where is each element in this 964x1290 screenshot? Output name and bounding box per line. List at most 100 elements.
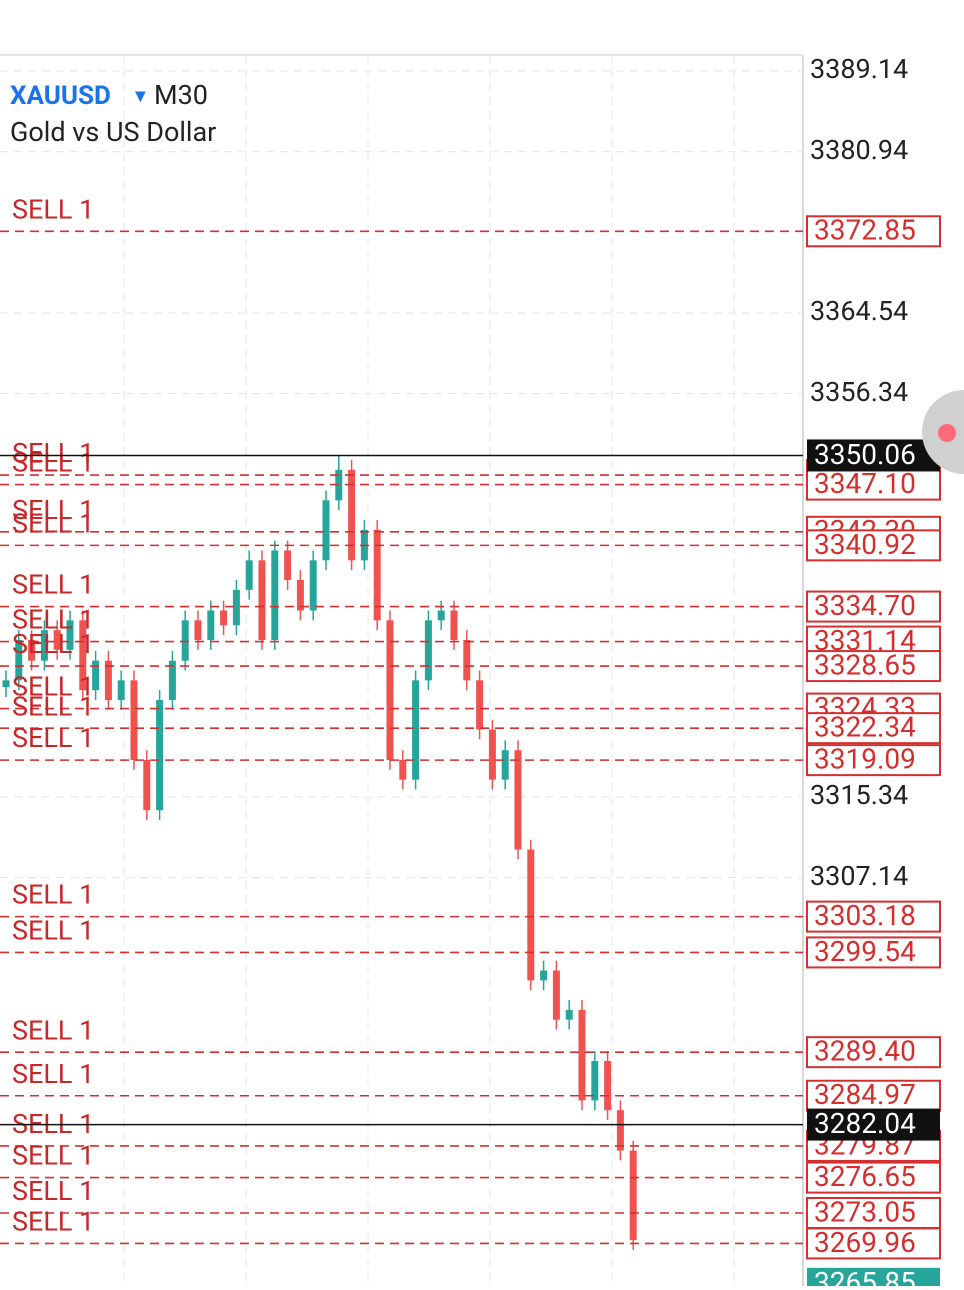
candle-body [130, 680, 138, 761]
y-tick-label: 3364.54 [810, 295, 908, 327]
candle-body [527, 849, 535, 981]
candle-body [284, 550, 292, 580]
candle-body [271, 550, 279, 641]
dropdown-arrow[interactable]: ▼ [135, 89, 146, 105]
order-price-label: 3289.40 [814, 1035, 916, 1068]
candle-body [156, 700, 164, 811]
order-price-box [806, 744, 941, 777]
candle-body [412, 680, 420, 780]
candle-body [450, 610, 458, 641]
side-button-dot [938, 424, 956, 442]
price-box [807, 1267, 940, 1290]
order-label: SELL 1 [12, 604, 94, 636]
candle-body [40, 630, 48, 661]
order-label: SELL 1 [12, 879, 94, 911]
description: Gold vs US Dollar [10, 116, 216, 148]
order-price-box [806, 590, 941, 623]
order-price-label: 3340.92 [814, 528, 916, 561]
order-price-box [806, 936, 941, 969]
candle-body [168, 660, 176, 701]
candle-body [117, 680, 125, 701]
vertical-grid [123, 55, 735, 1286]
order-price-box [806, 468, 941, 501]
candle-body [348, 469, 356, 561]
order-price-label: 3322.34 [814, 711, 916, 744]
order-label: SELL 1 [12, 494, 94, 526]
candle-body [604, 1061, 612, 1111]
order-price-box [806, 900, 941, 933]
timeframe[interactable]: M30 [154, 79, 208, 111]
y-tick-label: 3307.14 [810, 860, 908, 892]
candle-body [245, 560, 253, 590]
candles [2, 455, 637, 1250]
candle-body [565, 1009, 573, 1020]
order-label: SELL 1 [12, 507, 94, 539]
price-box [807, 439, 940, 472]
candle-body [488, 729, 496, 780]
order-label: SELL 1 [12, 671, 94, 703]
candle-body [629, 1150, 637, 1241]
order-price-label: 3328.65 [814, 648, 916, 681]
candle-body [296, 579, 304, 611]
order-price-label: 3347.10 [814, 467, 916, 500]
candle-body [437, 610, 445, 621]
order-price-label: 3269.96 [814, 1226, 916, 1259]
candle-body [616, 1110, 624, 1151]
candle-body [322, 500, 330, 561]
candle-body [463, 640, 471, 681]
order-price-label: 3334.70 [814, 589, 916, 622]
y-tick-label: 3356.34 [810, 376, 908, 408]
price-label: 3282.04 [814, 1107, 916, 1140]
candle-body [79, 620, 87, 691]
candle-body [258, 560, 266, 641]
order-label: SELL 1 [12, 628, 94, 660]
candle-body [220, 610, 228, 626]
order-price-box [806, 529, 941, 562]
order-price-label: 3299.54 [814, 935, 916, 968]
candle-body [232, 589, 240, 626]
order-label: SELL 1 [12, 193, 94, 225]
price-axis: 3389.14 3380.94 3364.54 3356.34 3315.34 3307.… [806, 53, 941, 1290]
order-price-box [806, 1036, 941, 1069]
candle-body [309, 560, 317, 611]
order-price-label: 3273.05 [814, 1195, 916, 1228]
order-price-label: 3303.18 [814, 899, 916, 932]
order-label: SELL 1 [12, 1058, 94, 1090]
candle-body [540, 970, 548, 981]
candle-body [28, 640, 36, 661]
candle-body [2, 680, 10, 688]
candle-body [552, 970, 560, 1020]
order-price-label: 3319.09 [814, 743, 916, 776]
candle-body [476, 680, 484, 730]
candle-body [15, 640, 23, 681]
order-label: SELL 1 [12, 1175, 94, 1207]
candle-body [66, 620, 74, 650]
candle-body [181, 620, 189, 661]
order-price-box [806, 215, 941, 248]
candle-body [92, 660, 100, 691]
order-label: SELL 1 [12, 722, 94, 754]
grid [0, 70, 803, 879]
y-tick-label: 3389.14 [810, 53, 908, 85]
candle-body [399, 760, 407, 780]
order-label: SELL 1 [12, 569, 94, 601]
candle-body [578, 1009, 586, 1101]
price-label: 3265.85 [814, 1266, 916, 1286]
order-price-label: 3372.85 [814, 214, 916, 247]
price-label: 3350.06 [814, 438, 916, 471]
symbol[interactable]: XAUUSD [10, 81, 111, 111]
candle-body [591, 1061, 599, 1101]
candle-body [53, 630, 61, 650]
order-label: SELL 1 [12, 915, 94, 947]
candle-body [373, 529, 381, 621]
candle-body [207, 610, 215, 641]
y-tick-label: 3315.34 [810, 779, 908, 811]
order-label: SELL 1 [12, 437, 94, 469]
order-label: SELL 1 [12, 1140, 94, 1172]
order-price-box [806, 1161, 941, 1194]
order-price-box [806, 1227, 941, 1260]
candle-body [424, 620, 432, 681]
order-label: SELL 1 [12, 690, 94, 722]
